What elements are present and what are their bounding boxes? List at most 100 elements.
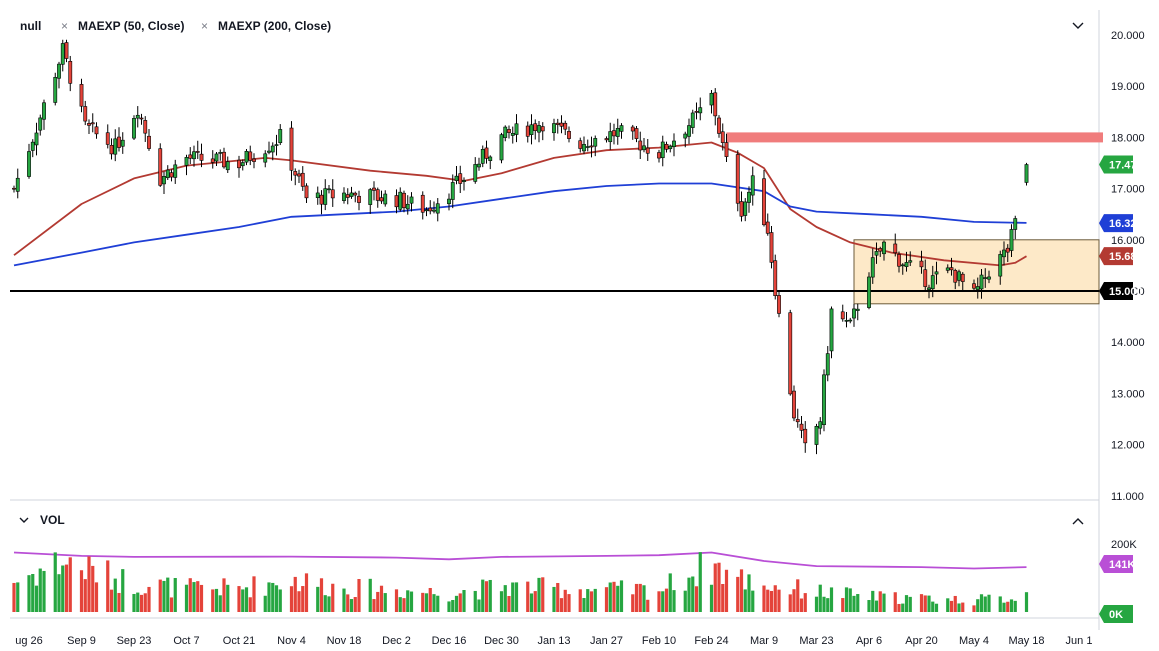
candle[interactable] [394,189,399,214]
volume-bar[interactable] [683,590,687,612]
candle[interactable] [240,159,245,171]
volume-bar[interactable] [304,573,309,612]
candle[interactable] [499,132,504,164]
volume-bar[interactable] [53,552,57,612]
volume-bar[interactable] [796,579,800,612]
candle[interactable] [270,142,275,161]
candle[interactable] [593,135,598,157]
candle[interactable] [225,156,230,173]
volume-bar[interactable] [668,573,672,612]
candle[interactable] [68,55,73,92]
candle[interactable] [537,121,541,143]
candle[interactable] [379,190,384,204]
volume-bar[interactable] [57,574,61,612]
volume-bar[interactable] [818,584,822,612]
volume-bar[interactable] [432,594,436,612]
volume-bar[interactable] [552,586,556,612]
volume-bar[interactable] [799,598,804,612]
candle[interactable] [567,126,571,143]
volume-bar[interactable] [454,595,459,612]
volume-bar[interactable] [1009,599,1014,612]
volume-bar[interactable] [829,587,834,612]
candle[interactable] [747,186,751,213]
volume-bar[interactable] [368,578,372,612]
volume-bar[interactable] [147,586,151,612]
volume-bar[interactable] [346,594,350,612]
volume-bar[interactable] [582,597,586,612]
volume-bar[interactable] [826,598,830,612]
volume-bar[interactable] [331,583,335,612]
volume-bar[interactable] [196,581,200,612]
volume-bar[interactable] [612,581,616,612]
volume-bar[interactable] [353,597,357,612]
candle[interactable] [402,190,406,213]
volume-bar[interactable] [694,586,699,612]
candle[interactable] [83,100,88,126]
volume-bar[interactable] [38,568,42,612]
volume-bar[interactable] [241,589,245,612]
candle[interactable] [608,122,613,150]
candle[interactable] [720,123,725,151]
volume-bar[interactable] [252,576,256,612]
volume-bar[interactable] [248,597,252,612]
candle[interactable] [323,179,328,211]
candle[interactable] [398,187,403,212]
volume-bar[interactable] [901,603,905,612]
candle[interactable] [882,240,886,261]
volume-bar[interactable] [537,577,541,612]
volume-bar[interactable] [526,581,530,612]
volume-bar[interactable] [222,578,226,612]
candle[interactable] [604,136,609,143]
volume-bar[interactable] [327,596,331,612]
candle[interactable] [510,126,515,144]
candle[interactable] [42,99,46,130]
volume-bar[interactable] [372,599,376,612]
candle[interactable] [634,126,639,143]
candle[interactable] [53,72,58,106]
volume-bar[interactable] [743,589,747,612]
volume-bar[interactable] [893,592,897,612]
chevron-up-icon[interactable] [1072,518,1084,525]
close-icon[interactable]: × [201,19,208,33]
candle[interactable] [585,139,590,152]
candle[interactable] [612,123,616,145]
volume-bar[interactable] [211,589,215,612]
candle[interactable] [274,134,279,156]
volume-bar[interactable] [1006,601,1010,612]
candle[interactable] [739,191,744,222]
volume-bar[interactable] [559,598,564,612]
candle[interactable] [743,198,748,222]
candle[interactable] [375,187,380,208]
candle[interactable] [57,61,61,89]
volume-bar[interactable] [274,585,279,612]
volume-bar[interactable] [199,584,204,612]
volume-bar[interactable] [357,579,361,612]
volume-bar[interactable] [949,600,954,612]
volume-bar[interactable] [878,591,882,612]
candle[interactable] [169,169,174,182]
candle[interactable] [507,125,511,139]
volume-bar[interactable] [691,576,695,612]
volume-bar[interactable] [83,579,87,612]
close-icon[interactable]: × [61,19,68,33]
candle[interactable] [297,169,301,184]
volume-bar[interactable] [511,582,515,612]
candle[interactable] [368,188,373,214]
volume-bar[interactable] [661,591,665,612]
candle[interactable] [473,157,478,184]
candle[interactable] [735,150,740,212]
candle[interactable] [428,200,433,215]
candle[interactable] [173,159,178,184]
candle[interactable] [822,369,826,432]
volume-bar[interactable] [226,584,230,612]
candle[interactable] [315,186,320,205]
candle[interactable] [462,177,466,191]
volume-bar[interactable] [769,590,774,612]
candle[interactable] [319,190,324,215]
candle[interactable] [683,131,688,148]
volume-bar[interactable] [593,588,597,612]
volume-bar[interactable] [747,574,751,612]
volume-bar[interactable] [158,579,162,612]
volume-bar[interactable] [803,593,807,612]
